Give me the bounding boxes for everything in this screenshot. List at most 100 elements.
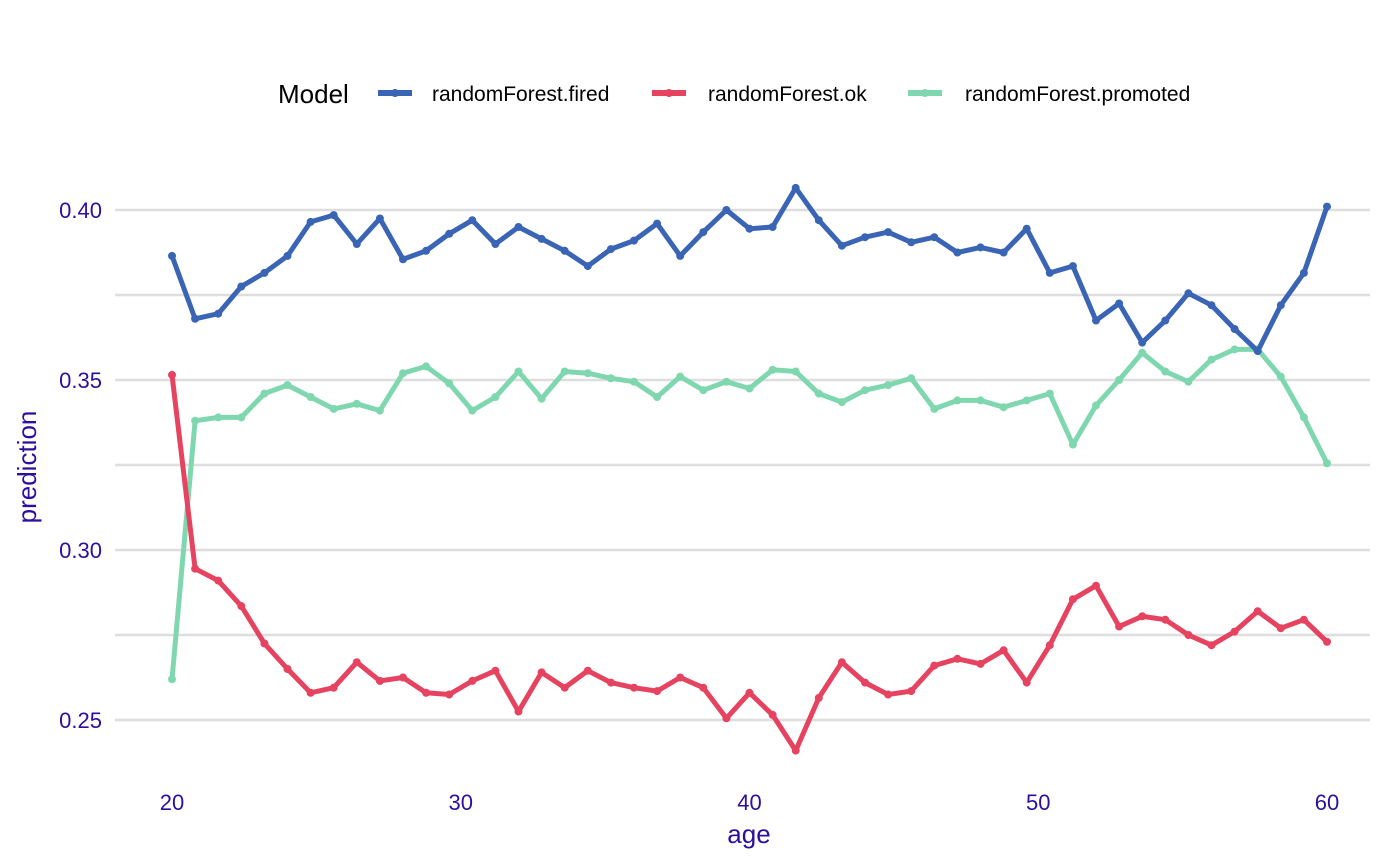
data-point-promoted <box>1276 372 1285 381</box>
data-point-ok <box>214 576 223 585</box>
data-point-fired <box>1230 325 1239 333</box>
data-point-ok <box>884 690 893 699</box>
data-point-ok <box>1184 631 1193 639</box>
y-tick-label: 0.25 <box>59 708 102 733</box>
data-point-promoted <box>375 406 384 415</box>
data-point-ok <box>329 683 338 692</box>
data-point-ok <box>168 370 176 379</box>
data-point-promoted <box>168 675 176 684</box>
data-point-fired <box>237 282 246 291</box>
data-point-promoted <box>999 403 1008 412</box>
data-point-fired <box>768 223 777 231</box>
data-point-fired <box>999 248 1008 257</box>
legend: Model randomForest.fired randomForest.ok… <box>278 79 1190 109</box>
data-point-ok <box>1138 612 1147 621</box>
data-point-ok <box>953 654 962 663</box>
data-point-ok <box>814 693 823 702</box>
series-line-fired <box>169 185 1330 354</box>
data-point-promoted <box>861 386 869 395</box>
data-point-promoted <box>329 404 338 413</box>
data-point-fired <box>168 251 176 260</box>
data-point-promoted <box>791 367 800 376</box>
data-point-promoted <box>907 374 916 383</box>
data-point-promoted <box>768 365 777 374</box>
data-point-ok <box>791 746 800 755</box>
data-point-promoted <box>653 393 662 401</box>
data-point-fired <box>306 217 315 226</box>
data-point-promoted <box>537 394 546 403</box>
data-point-fired <box>191 314 200 323</box>
data-point-fired <box>1276 301 1285 310</box>
data-point-fired <box>930 233 939 242</box>
data-point-fired <box>1115 299 1124 308</box>
data-point-promoted <box>560 367 569 376</box>
data-point-ok <box>491 666 500 675</box>
data-point-promoted <box>1092 401 1100 410</box>
data-point-ok <box>237 602 246 611</box>
series-line-promoted <box>169 346 1330 682</box>
data-point-fired <box>375 214 384 223</box>
data-point-promoted <box>699 386 708 395</box>
data-point-fired <box>630 236 638 245</box>
data-point-ok <box>1045 641 1054 650</box>
data-point-promoted <box>237 413 246 422</box>
data-point-fired <box>907 238 916 247</box>
data-point-promoted <box>953 396 962 405</box>
data-point-ok <box>1276 624 1285 633</box>
data-point-fired <box>1092 316 1100 325</box>
data-point-ok <box>1323 637 1331 646</box>
data-point-fired <box>560 246 569 255</box>
series-ok <box>168 370 1331 755</box>
series-layer <box>168 183 1331 755</box>
data-point-fired <box>1161 316 1170 325</box>
data-point-fired <box>976 243 985 252</box>
data-point-promoted <box>191 416 200 425</box>
data-point-ok <box>699 683 708 692</box>
data-point-promoted <box>352 399 361 408</box>
data-point-fired <box>953 248 962 257</box>
data-point-promoted <box>1230 345 1239 354</box>
data-point-ok <box>375 676 384 685</box>
data-point-ok <box>1092 581 1100 590</box>
data-point-promoted <box>722 377 731 386</box>
data-point-ok <box>861 678 869 687</box>
data-point-fired <box>1323 202 1331 211</box>
data-point-fired <box>814 216 823 225</box>
data-point-fired <box>583 262 592 271</box>
legend-dot-ok <box>665 89 673 97</box>
legend-label-fired: randomForest.fired <box>432 83 609 106</box>
data-point-fired <box>606 245 615 254</box>
data-point-ok <box>1161 615 1170 624</box>
data-point-promoted <box>630 377 638 386</box>
data-point-fired <box>491 240 500 248</box>
x-tick-label: 60 <box>1315 790 1339 815</box>
data-point-fired <box>1184 289 1193 298</box>
data-point-fired <box>722 206 731 214</box>
legend-dot-fired <box>391 89 399 97</box>
data-point-promoted <box>399 369 407 378</box>
data-point-fired <box>445 229 454 238</box>
data-point-fired <box>791 183 800 192</box>
legend-dot-promoted <box>921 89 929 97</box>
data-point-ok <box>352 658 361 667</box>
data-point-promoted <box>1045 389 1054 398</box>
data-point-ok <box>283 665 292 673</box>
data-point-fired <box>861 233 869 242</box>
data-point-ok <box>583 666 592 675</box>
data-point-promoted <box>1138 348 1147 357</box>
data-point-promoted <box>514 367 523 376</box>
data-point-ok <box>930 661 939 670</box>
data-point-fired <box>399 255 407 264</box>
data-point-ok <box>999 646 1008 655</box>
data-point-fired <box>1138 338 1147 347</box>
data-point-ok <box>1253 607 1262 616</box>
data-point-ok <box>260 639 269 648</box>
data-point-fired <box>745 224 754 233</box>
data-point-ok <box>445 690 454 699</box>
y-axis-label: prediction <box>12 411 42 524</box>
gridlines <box>115 208 1370 722</box>
data-point-promoted <box>1184 377 1193 386</box>
data-point-ok <box>1115 622 1124 631</box>
data-point-ok <box>768 710 777 719</box>
